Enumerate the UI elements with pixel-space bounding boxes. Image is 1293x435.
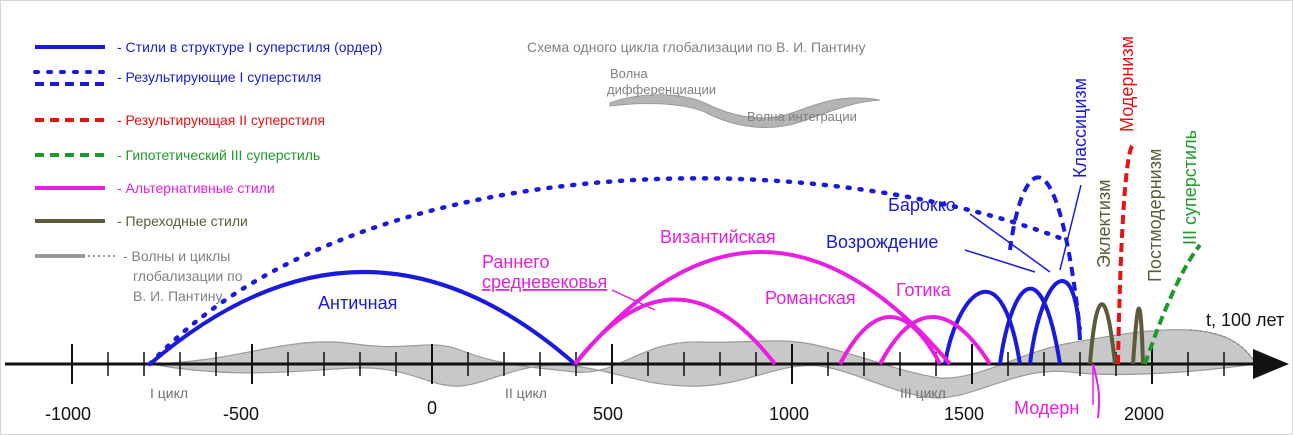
arc-resultant-dashed [1008,175,1082,331]
scheme-wave-diff-2: дифференциации [607,82,716,97]
red-modernism-dashed [1116,143,1135,365]
legend-label-alternative: - Альтернативные стили [117,180,275,196]
label-baroque: Барокко [888,195,956,215]
leader-early-medieval [611,289,656,311]
legend-label-style-order: - Стили в структуре I суперстиля (ордер) [117,39,382,55]
arc-byzantine [573,250,952,366]
label-renaissance: Возрождение [826,232,938,252]
legend-label-hypothetical-3: - Гипотетический III суперстиль [117,147,320,163]
scheme-title: Схема одного цикла глобализации по В. И.… [527,39,866,55]
arc-early-medieval [573,297,777,366]
resultant-1-dotted-arc [147,176,1063,367]
arc-renaissance-1 [943,289,1022,365]
label-third-superstyle: III суперстиль [1180,130,1200,245]
arc-gothic [878,315,992,366]
cycle-label-3: III цикл [900,385,946,401]
label-byzantine: Византийская [660,227,776,247]
arc-antique [148,270,577,366]
legend-label-waves-2: глобализации по [133,268,243,284]
tick-label-1000: 1000 [769,404,809,424]
label-modern: Модерн [1014,398,1079,418]
tick-label-0: 0 [427,398,437,418]
legend-label-waves-3: В. И. Пантину [133,288,223,304]
legend-label-waves: - Волны и циклы [123,248,230,264]
label-early-medieval-2: средневековья [482,272,607,292]
tick-label-500: 500 [593,404,623,424]
scheme-wave-diff: Волна [610,66,648,81]
label-gothic: Готика [896,280,952,300]
green-third-superstyle-dashed [1143,243,1202,365]
leader-baroque [969,213,1051,273]
leader-classicism [1059,184,1082,271]
legend-label-resultant-2: - Результирующая II суперстиля [117,112,325,128]
arc-baroque [1028,279,1082,365]
cycle-label-1: I цикл [150,385,188,401]
tick-label-2000: 2000 [1124,404,1164,424]
tick-label-minus-1000: -1000 [45,404,91,424]
olive-styles [1088,302,1145,365]
axis-ticks [71,344,1225,384]
legend-label-resultant-1: - Результирующие I суперстиля [117,69,321,85]
arc-romanesque [838,315,942,365]
label-antique: Античная [318,293,397,313]
arc-eclecticism [1088,302,1117,365]
scheme-wave-integ: Волна интеграции [747,109,857,124]
time-axis: t, 100 лет -1000 -500 0 500 1000 1500 20… [5,310,1289,424]
style-labels: Античная Раннего средневековья Византийс… [318,36,1200,418]
cycle-scheme: Схема одного цикла глобализации по В. И.… [527,39,881,128]
label-early-medieval: Раннего [482,252,550,272]
label-eclecticism: Эклектизм [1094,179,1114,268]
scheme-wave [609,94,881,128]
magenta-styles [573,250,1101,419]
legend-label-transitional: - Переходные стили [117,213,248,229]
label-romanesque: Романская [765,288,856,308]
arc-renaissance-2 [998,286,1062,365]
blue-styles [148,175,1082,366]
label-classicism: Классицизм [1070,78,1090,178]
tick-label-minus-500: -500 [223,404,259,424]
label-modernism: Модернизм [1117,36,1137,132]
cycle-label-2: II цикл [505,385,547,401]
arc-modern [1092,363,1101,419]
legend: - Стили в структуре I суперстиля (ордер)… [33,39,382,304]
arc-postmodernism [1131,306,1145,365]
axis-label: t, 100 лет [1206,310,1284,330]
label-postmodernism: Постмодернизм [1145,149,1165,282]
tick-label-1500: 1500 [944,404,984,424]
leader-renaissance [964,249,1036,273]
